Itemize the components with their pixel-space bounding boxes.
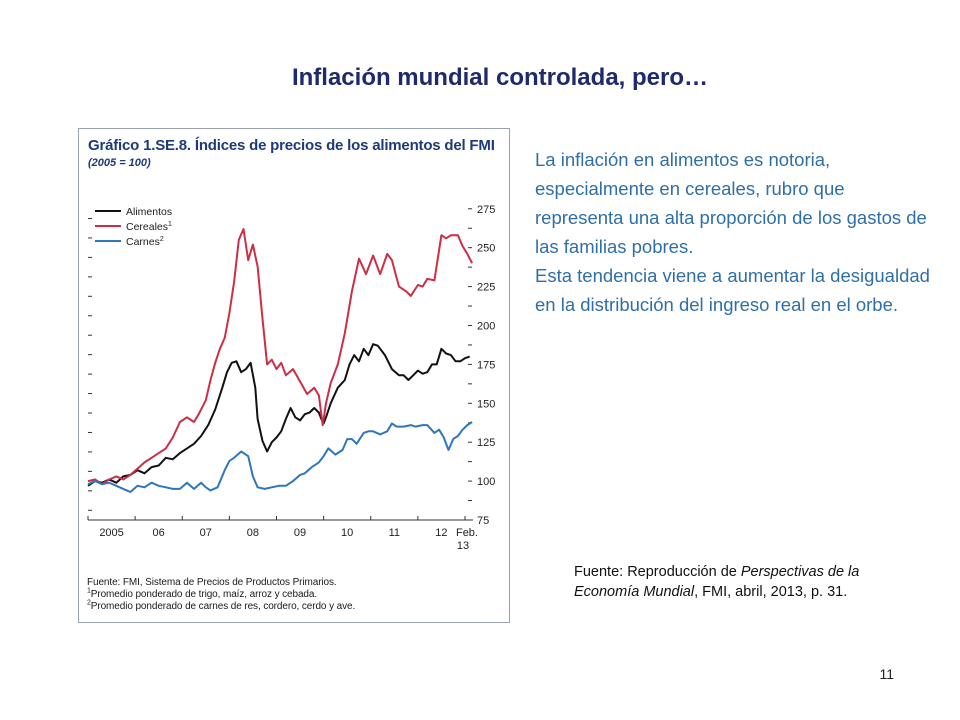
body-text: La inflación en alimentos es notoria, es…: [535, 145, 935, 319]
y-tick-label: 250: [477, 243, 495, 255]
page-number: 11: [879, 666, 894, 682]
x-tick-label: 07: [200, 527, 212, 539]
y-tick-label: 150: [477, 398, 495, 410]
line-chart: 75 100 125 150 175 200 225 250 275 2005 06 07 08 09 10…: [87, 204, 495, 552]
legend-item-alimentos: Alimentos: [126, 206, 172, 218]
x-tick-label: 12: [435, 527, 447, 539]
x-tick-label: 06: [153, 527, 165, 539]
chart-figure: Gráfico 1.SE.8. Índices de precios de lo…: [78, 128, 510, 623]
chart-footnote-2: 2Promedio ponderado de carnes de res, co…: [87, 599, 356, 612]
x-tick-label: 11: [389, 527, 400, 539]
y-tick-label: 75: [477, 515, 489, 527]
y-tick-label: 225: [477, 282, 495, 294]
y-tick-label: 200: [477, 320, 495, 332]
source-work-title: Perspectivas de la Economía Mundial: [574, 564, 860, 600]
chart-footnote-1: 1Promedio ponderado de trigo, maíz, arro…: [87, 587, 318, 600]
series-line-alimentos: [87, 343, 471, 487]
series-line-carnes: [87, 421, 473, 493]
legend-item-cereales: Cereales1: [126, 221, 172, 233]
chart-notes: Fuente: FMI, Sistema de Precios de Produ…: [87, 577, 355, 613]
y-tick-label: 275: [477, 204, 495, 216]
y-tick-label: 175: [477, 359, 495, 371]
chart-source-note: Fuente: FMI, Sistema de Precios de Produ…: [87, 577, 337, 588]
x-tick-label: 08: [247, 527, 259, 539]
source-citation: Fuente: Reproducción de Perspectivas de …: [574, 562, 874, 602]
body-paragraph-1: La inflación en alimentos es notoria, es…: [535, 149, 927, 257]
x-tick-label: 13: [457, 540, 469, 552]
x-tick-label: 09: [294, 527, 306, 539]
legend-item-carnes: Carnes2: [126, 236, 164, 248]
source-suffix: , FMI, abril, 2013, p. 31.: [694, 584, 848, 600]
x-tick-label: 10: [341, 527, 353, 539]
y-tick-label: 125: [477, 437, 495, 449]
source-prefix: Fuente: Reproducción de: [574, 564, 737, 580]
y-tick-label: 100: [477, 476, 495, 488]
chart-title: Gráfico 1.SE.8. Índices de precios de lo…: [88, 137, 495, 154]
series-line-cereales: [87, 228, 473, 486]
chart-subtitle: (2005 = 100): [88, 157, 151, 169]
x-tick-label: Feb.: [456, 527, 478, 539]
body-paragraph-2: Esta tendencia viene a aumentar la desig…: [535, 265, 930, 315]
slide-title: Inflación mundial controlada, pero…: [291, 64, 709, 91]
x-tick-label: 2005: [99, 527, 123, 539]
